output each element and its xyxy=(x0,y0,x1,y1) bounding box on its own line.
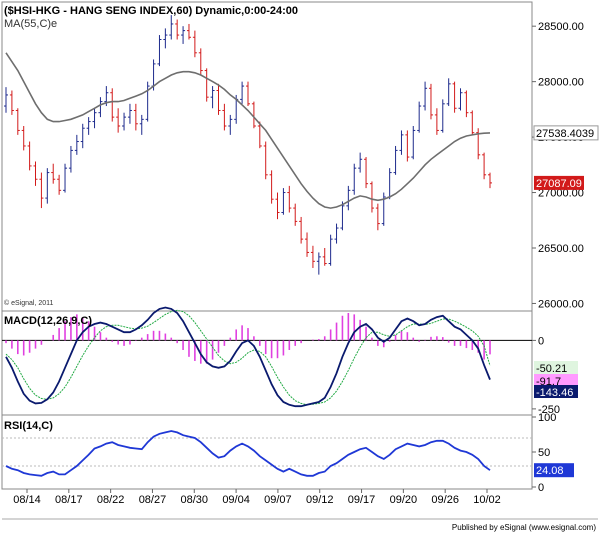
x-tick-label: 08/27 xyxy=(139,494,167,506)
axis-layer: 28500.0028000.0027500.0027000.0026500.00… xyxy=(13,21,599,506)
price-y-tick-label: 28000.00 xyxy=(538,77,584,89)
macd-line xyxy=(5,306,491,408)
price-y-tick-label: 26500.00 xyxy=(538,243,584,255)
last-price-flag xyxy=(534,175,584,190)
rsi-value-label: 24.08 xyxy=(536,465,564,477)
macd-layer xyxy=(5,306,491,408)
macd-histogram-value-flag xyxy=(534,361,578,374)
price-layer xyxy=(4,15,492,275)
macd-line-value-label: -143.46 xyxy=(536,387,573,399)
x-tick-label: 10/02 xyxy=(473,494,501,506)
rsi-y-tick-label: 100 xyxy=(538,412,556,424)
ma-value-flag xyxy=(533,125,599,141)
grid-layer xyxy=(2,339,532,467)
rsi-line xyxy=(5,430,491,477)
x-tick-label: 09/07 xyxy=(264,494,292,506)
footer-credit: Published by eSignal (www.esignal.com) xyxy=(452,523,596,532)
x-tick-label: 09/04 xyxy=(222,494,250,506)
chart-title: ($HSI-HKG - HANG SENG INDEX,60) Dynamic,… xyxy=(4,5,298,17)
macd-signal-value-flag xyxy=(534,374,578,387)
price-y-tick-label: 28500.00 xyxy=(538,21,584,33)
x-tick-label: 08/30 xyxy=(181,494,209,506)
x-tick-label: 08/22 xyxy=(97,494,125,506)
ma-value-label: 27538.4039 xyxy=(536,128,594,140)
macd-y-tick-label: -250 xyxy=(538,404,560,416)
price-y-tick-label: 26000.00 xyxy=(538,298,584,310)
rsi-value-flag xyxy=(534,463,574,478)
rsi-legend: RSI(14,C) xyxy=(4,420,53,432)
rsi-y-tick-label: 50 xyxy=(538,447,550,459)
x-tick-label: 09/17 xyxy=(348,494,376,506)
macd-histogram-value-label: -50.21 xyxy=(536,363,567,375)
x-tick-label: 09/12 xyxy=(306,494,334,506)
ma-55-line xyxy=(5,52,491,209)
macd-line-value-flag xyxy=(534,385,578,398)
x-tick-label: 08/14 xyxy=(13,494,41,506)
price-y-tick-label: 27000.00 xyxy=(538,188,584,200)
x-tick-label: 09/20 xyxy=(390,494,418,506)
rsi-layer xyxy=(5,430,491,477)
x-tick-label: 08/17 xyxy=(55,494,83,506)
macd-y-tick-label: 0 xyxy=(538,335,544,347)
copyright-note: © eSignal, 2011 xyxy=(4,299,54,307)
macd-signal-line xyxy=(5,309,491,406)
rsi-y-tick-label: 0 xyxy=(538,482,544,494)
x-tick-label: 09/26 xyxy=(431,494,459,506)
macd-legend: MACD(12,26,9,C) xyxy=(4,315,92,327)
last-price-label: 27087.09 xyxy=(536,178,582,190)
ma-legend: MA(55,C)e xyxy=(4,18,57,30)
